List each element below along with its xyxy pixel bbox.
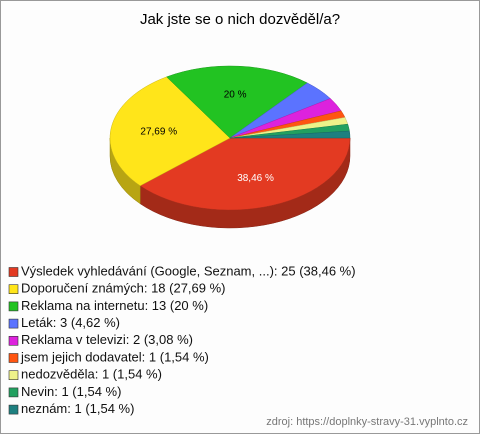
value-label: 20 % — [224, 90, 247, 101]
legend-label: Leták: 3 (4,62 %) — [21, 315, 120, 330]
legend-label: Nevin: 1 (1,54 %) — [21, 384, 121, 399]
legend-label: Reklama v televizi: 2 (3,08 %) — [21, 332, 193, 347]
slice — [229, 130, 351, 139]
slice — [109, 76, 231, 187]
legend-label: Reklama na internetu: 13 (20 %) — [21, 298, 208, 313]
legend-label: nedozvěděla: 1 (1,54 %) — [21, 367, 162, 382]
legend-label: jsem jejich dodavatel: 1 (1,54 %) — [20, 349, 209, 364]
legend-swatch — [8, 335, 19, 346]
legend-swatch — [8, 387, 19, 398]
legend-label: Výsledek vyhledávání (Google, Seznam, ..… — [21, 263, 356, 278]
legend-swatch — [8, 318, 19, 329]
legend-swatch — [8, 353, 19, 363]
legend-swatch — [8, 404, 19, 415]
legend-swatch — [8, 370, 19, 381]
legend-swatch — [8, 301, 19, 312]
legend-label: neznám: 1 (1,54 %) — [21, 401, 134, 416]
chart-title: Jak jste se o nich dozvěděl/a? — [140, 11, 340, 28]
value-label: 27,69 % — [140, 126, 177, 137]
legend-swatch — [8, 267, 19, 277]
source: zdroj: https://doplnky-stravy-31.vyplnto… — [266, 416, 468, 428]
legend-swatch — [8, 284, 19, 295]
slice — [139, 137, 351, 211]
slice — [166, 65, 308, 139]
value-label: 38,46 % — [237, 173, 274, 184]
legend-label: Doporučení známých: 18 (27,69 %) — [21, 281, 226, 296]
